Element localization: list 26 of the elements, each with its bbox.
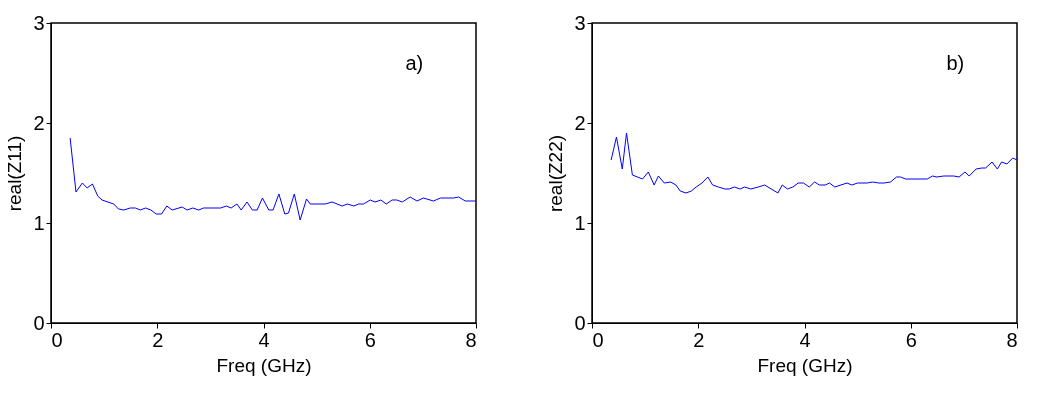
x-tick-label: 4 [258,328,270,351]
x-tick-label: 6 [364,328,376,351]
line-series [610,132,1018,194]
x-tick-label: 0 [51,328,63,351]
y-tick-label: 3 [33,11,45,34]
x-tick-label: 4 [799,328,811,351]
line-series [69,137,477,221]
annotation: a) [405,51,424,74]
x-tick-label: 8 [465,328,477,351]
y-tick-label: 0 [574,311,586,334]
y-tick-label: 2 [574,111,586,134]
annotation: b) [946,51,965,74]
x-tick-label: 8 [1006,328,1018,351]
x-tick-label: 6 [905,328,917,351]
y-tick-label: 1 [574,211,586,234]
x-tick-label: 0 [592,328,604,351]
x-tick-label: 2 [152,328,164,351]
y-axis-title: real(Z22) [545,134,567,213]
x-axis-title: Freq (GHz) [216,354,312,376]
y-axis-title: real(Z11) [4,135,26,212]
y-tick-label: 3 [574,11,586,34]
x-tick-label: 2 [693,328,705,351]
y-tick-label: 2 [33,111,45,134]
y-tick-label: 0 [33,311,45,334]
y-tick-label: 1 [33,211,45,234]
x-axis-title: Freq (GHz) [757,354,853,376]
